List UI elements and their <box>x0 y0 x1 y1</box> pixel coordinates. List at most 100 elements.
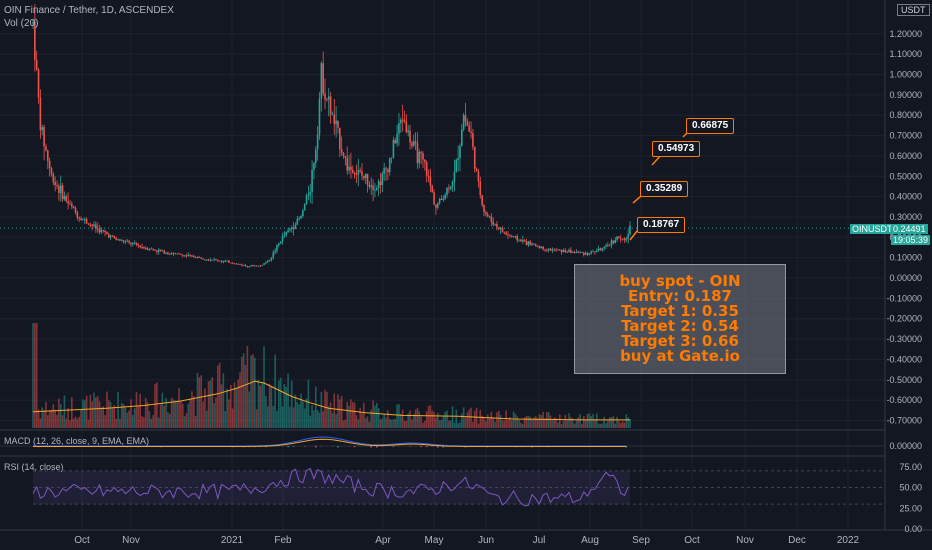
volume-bar <box>501 420 504 428</box>
candle-body <box>144 248 147 250</box>
volume-bar <box>619 422 622 428</box>
volume-bar <box>39 418 42 428</box>
candle-body <box>481 195 483 206</box>
volume-bar <box>281 406 284 428</box>
volume-bar <box>285 386 288 428</box>
volume-bar <box>448 420 450 428</box>
candle-body <box>412 141 415 146</box>
volume-bar <box>311 405 313 428</box>
volume-bar <box>340 395 343 428</box>
rsi-tick-label: 50.00 <box>899 483 922 493</box>
candle-body <box>72 206 75 209</box>
volume-bar <box>194 415 197 428</box>
y-tick-label: -0.30000 <box>886 334 922 344</box>
candle-body <box>375 188 378 190</box>
volume-bar <box>235 388 238 428</box>
volume-bar <box>525 416 528 428</box>
volume-bar <box>200 375 202 428</box>
candle-body <box>525 241 528 245</box>
volume-bar <box>146 402 149 428</box>
volume-bar <box>610 417 613 428</box>
candle-body <box>35 59 38 70</box>
candle-body <box>290 227 293 229</box>
y-tick-label: -0.60000 <box>886 395 922 405</box>
candle-body <box>34 21 36 60</box>
volume-bar <box>143 417 145 428</box>
candle-body <box>542 246 544 250</box>
candle-body <box>135 242 138 246</box>
grid-lines <box>0 0 932 531</box>
volume-bar <box>87 419 90 428</box>
candle-body <box>85 219 88 224</box>
candle-body <box>496 223 498 228</box>
price-tag-value: 0.24491 <box>891 224 928 234</box>
volume-bar <box>261 382 263 428</box>
volume-bar <box>83 400 86 428</box>
candle-body <box>372 185 374 191</box>
volume-bar <box>89 394 92 428</box>
candle-body <box>65 196 68 202</box>
candle-body <box>91 224 93 226</box>
volume-bar <box>141 416 143 428</box>
volume-bar <box>407 413 410 428</box>
volume-bar <box>629 419 631 428</box>
candle-body <box>453 172 456 182</box>
candle-body <box>283 235 286 237</box>
candle-body <box>320 63 323 99</box>
candle-body <box>193 255 195 258</box>
volume-bar <box>461 413 463 428</box>
x-tick-label: Nov <box>122 535 140 546</box>
volume-bar <box>100 407 103 428</box>
candle-body <box>383 168 385 174</box>
candle-body <box>137 245 140 246</box>
volume-bar <box>342 420 345 428</box>
volume-bar <box>161 392 164 428</box>
y-tick-label: 1.00000 <box>889 70 922 80</box>
volume-bar <box>34 323 36 428</box>
volume-bar <box>396 404 398 428</box>
candle-body <box>461 129 463 147</box>
candle-body <box>163 250 166 254</box>
price-tag-symbol: OINUSDT <box>850 224 895 234</box>
volume-bar <box>496 412 498 428</box>
volume-bar <box>557 422 559 428</box>
x-tick-label: 2022 <box>837 535 860 546</box>
candle-body <box>364 174 367 179</box>
note-line-6: buy at Gate.io <box>620 347 740 365</box>
volume-bar <box>300 393 302 428</box>
candle-body <box>87 223 90 225</box>
volume-bar <box>102 406 105 428</box>
y-tick-label: 0.30000 <box>889 212 922 222</box>
currency-badge[interactable]: USDT <box>897 4 930 16</box>
candle-body <box>106 232 108 235</box>
volume-bar <box>290 380 293 428</box>
note-line-3: Target 1: 0.35 <box>621 302 739 320</box>
candle-body <box>217 259 219 261</box>
volume-bar <box>392 419 395 428</box>
candle-body <box>409 130 411 143</box>
candle-body <box>366 174 369 185</box>
candle-body <box>584 253 587 255</box>
candle-body <box>244 265 247 266</box>
candle-body <box>473 146 476 169</box>
y-tick-label: -0.70000 <box>886 415 922 425</box>
volume-bar <box>266 406 269 428</box>
candle-body <box>446 188 448 195</box>
y-tick-label: -0.20000 <box>886 314 922 324</box>
candle-body <box>314 149 317 163</box>
candle-body <box>392 140 395 158</box>
candle-body <box>379 181 382 185</box>
volume-bar <box>250 355 252 428</box>
volume-bar <box>381 418 384 428</box>
volume-bar <box>257 379 260 428</box>
volume-bar <box>228 399 230 428</box>
candle-body <box>67 201 69 204</box>
volume-bar <box>361 413 363 428</box>
candle-body <box>278 243 280 246</box>
candle-body <box>311 169 313 193</box>
y-tick-label: 0.90000 <box>889 90 922 100</box>
candle-body <box>594 251 596 253</box>
candle-body <box>107 234 110 238</box>
y-tick-label: 0.70000 <box>889 131 922 141</box>
candle-body <box>318 98 321 135</box>
